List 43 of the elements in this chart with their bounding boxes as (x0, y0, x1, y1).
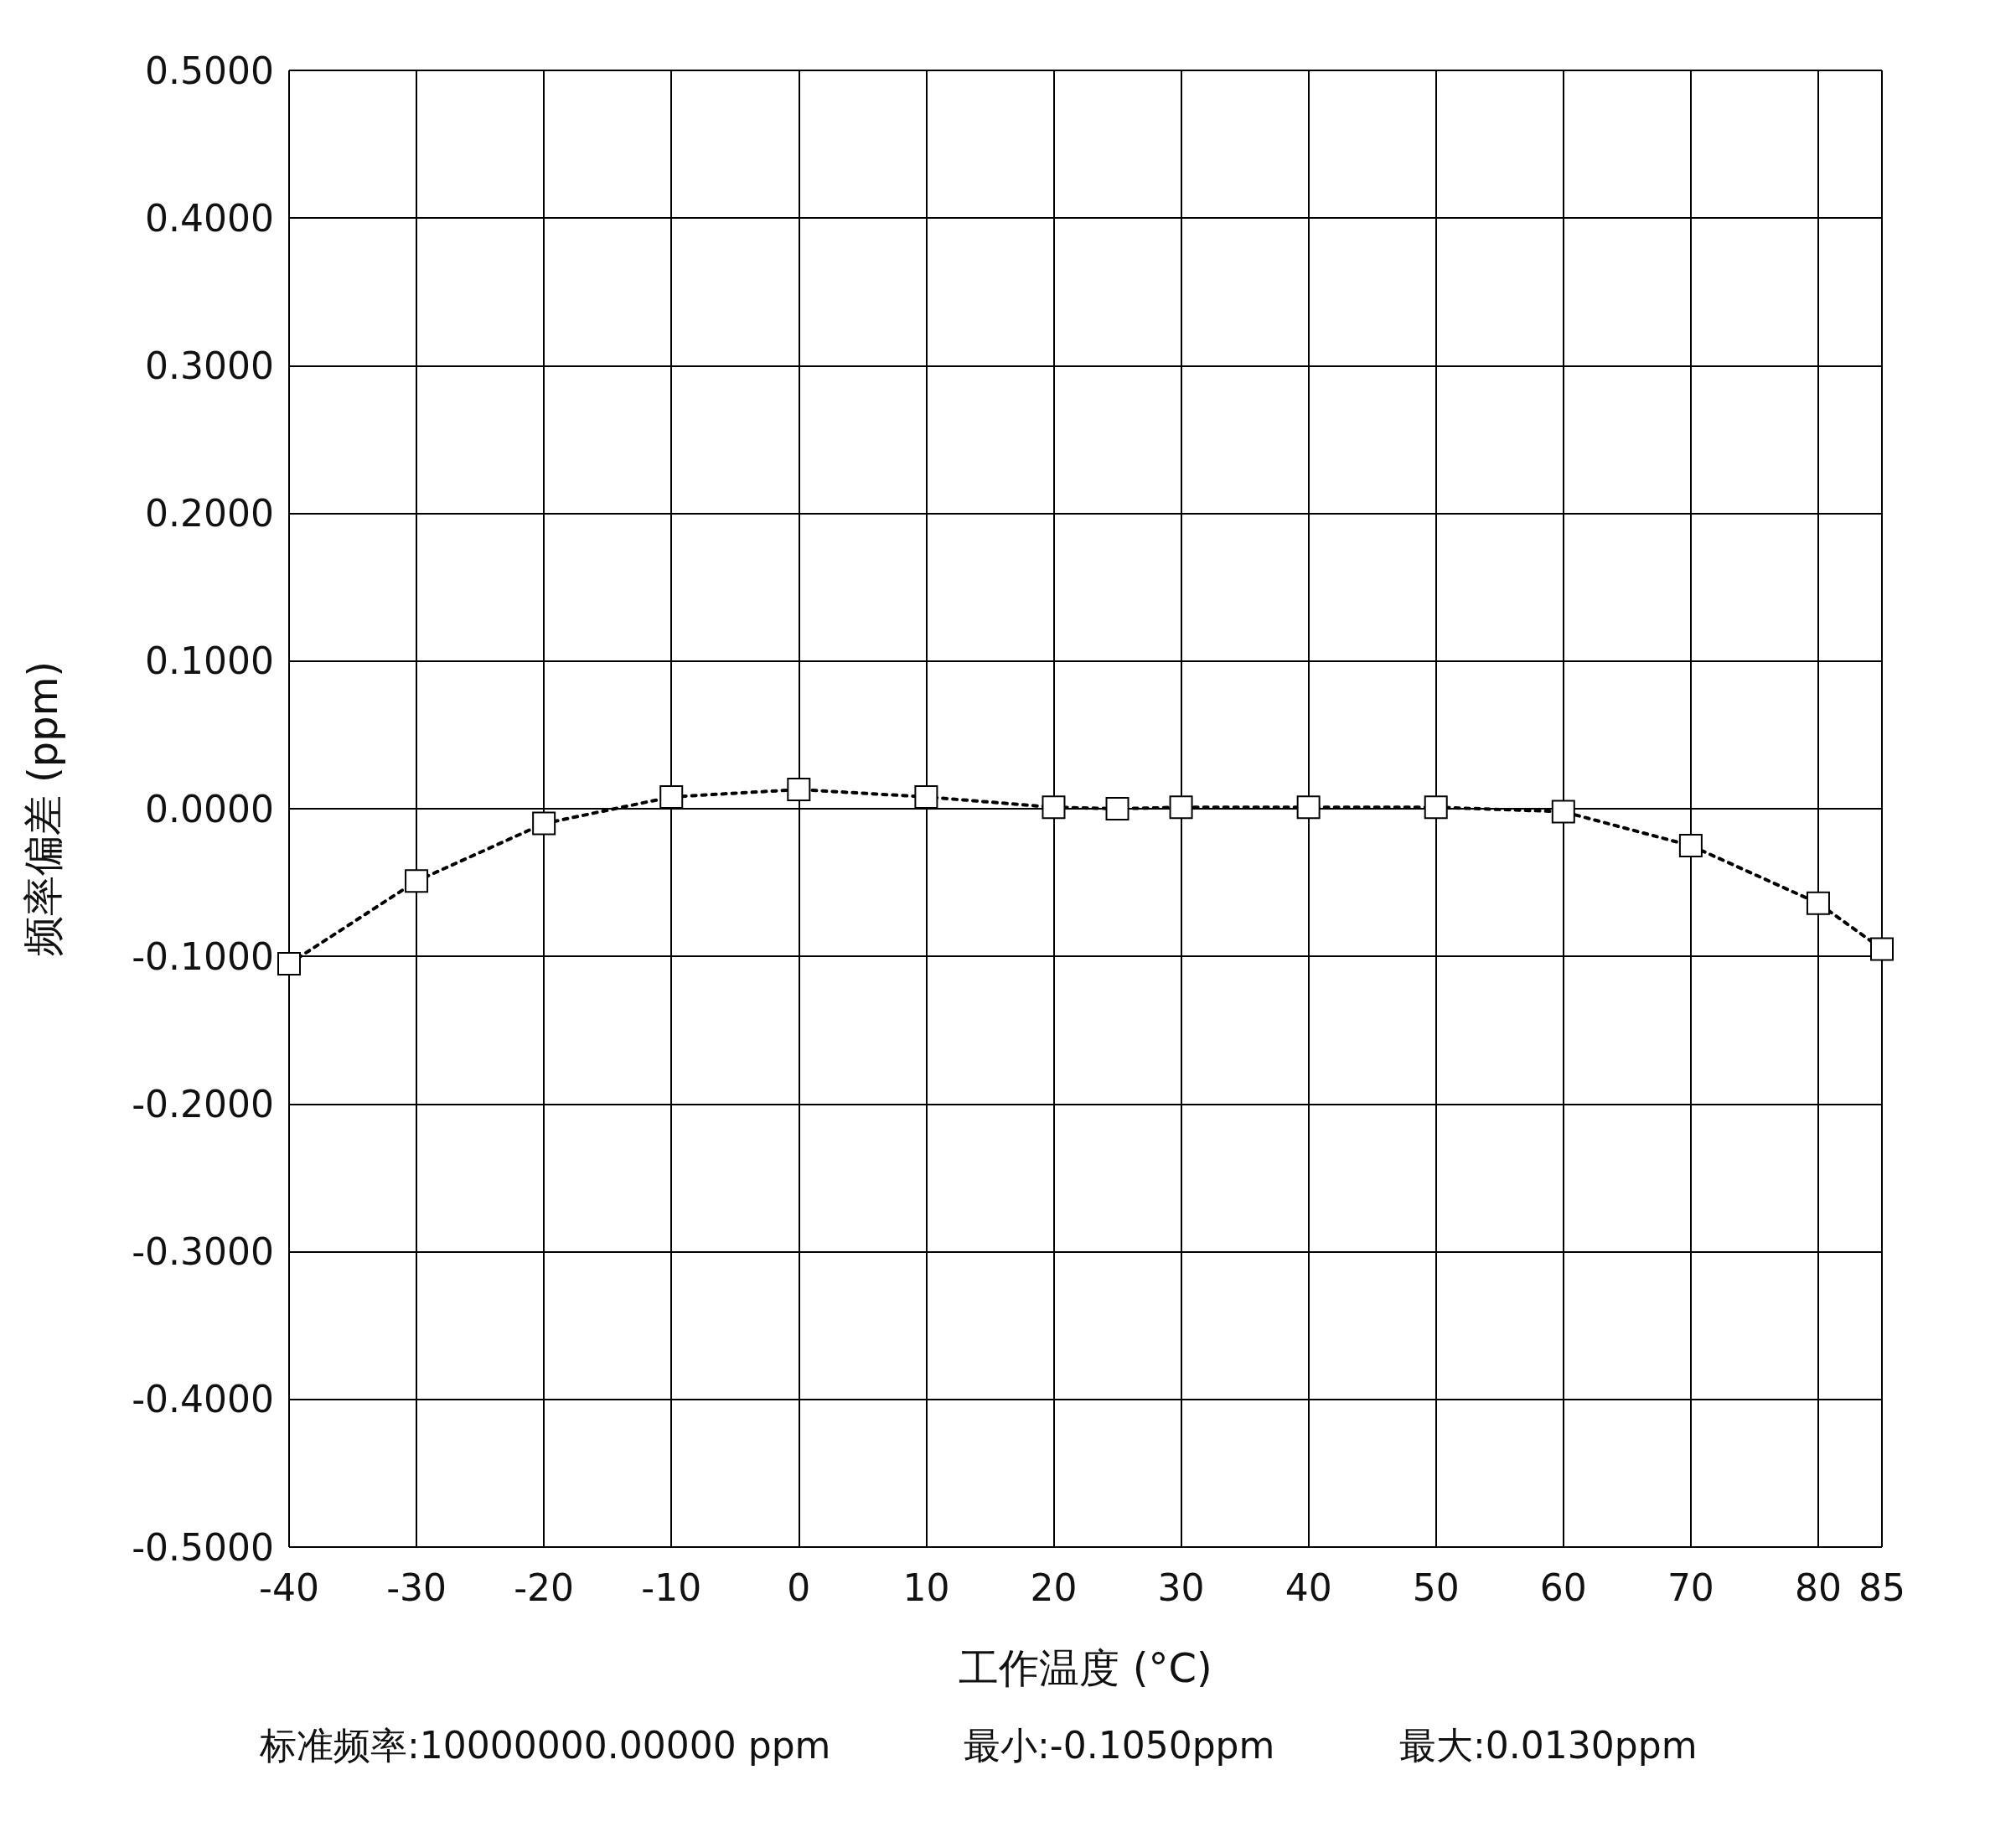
point (405, 869, 429, 893)
point (914, 784, 938, 809)
point (1551, 800, 1575, 824)
point (1870, 937, 1894, 961)
x-tick-label: 0 (787, 1565, 811, 1609)
x-tick-label: 10 (902, 1565, 950, 1609)
y-tick-label: -0.4000 (132, 1378, 274, 1421)
point (1678, 834, 1703, 858)
x-tick-label: 60 (1539, 1565, 1587, 1609)
y-tick-label: -0.1000 (132, 934, 274, 978)
point (659, 784, 684, 809)
x-tick-label: 70 (1667, 1565, 1714, 1609)
y-tick-label: 0.0000 (145, 787, 274, 831)
x-tick-label: 50 (1412, 1565, 1460, 1609)
point (1424, 795, 1448, 820)
point (1806, 891, 1830, 915)
y-tick-label: 0.2000 (145, 492, 274, 536)
y-tick-label: -0.2000 (132, 1082, 274, 1126)
y-tick-label: -0.3000 (132, 1230, 274, 1274)
y-tick-label: 0.1000 (145, 639, 274, 683)
point (1296, 795, 1321, 820)
y-axis-title: 频率偏差 (ppm) (19, 660, 66, 957)
x-tick-label: -10 (641, 1565, 702, 1609)
x-tick-label: -20 (514, 1565, 575, 1609)
text: 标准频率:10000000.00000 ppm (259, 1723, 831, 1767)
text: 最大:0.0130ppm (1399, 1723, 1698, 1767)
point (1169, 795, 1193, 820)
point (1042, 795, 1066, 820)
x-tick-label: 30 (1157, 1565, 1205, 1609)
point (1105, 797, 1129, 820)
point (532, 811, 556, 836)
x-tick-label: 20 (1030, 1565, 1078, 1609)
x-tick-label: 40 (1285, 1565, 1332, 1609)
x-tick-label: 80 (1794, 1565, 1842, 1609)
text: 最小:-0.1050ppm (964, 1723, 1275, 1767)
y-tick-label: 0.3000 (145, 344, 274, 387)
y-tick-label: 0.4000 (145, 196, 274, 240)
point (277, 952, 301, 976)
x-axis-title: 工作温度 (°C) (959, 1644, 1212, 1691)
point (787, 778, 811, 802)
y-tick-label: 0.5000 (145, 49, 274, 92)
x-tick-label: -30 (386, 1565, 447, 1609)
x-tick-label: 85 (1858, 1565, 1905, 1609)
